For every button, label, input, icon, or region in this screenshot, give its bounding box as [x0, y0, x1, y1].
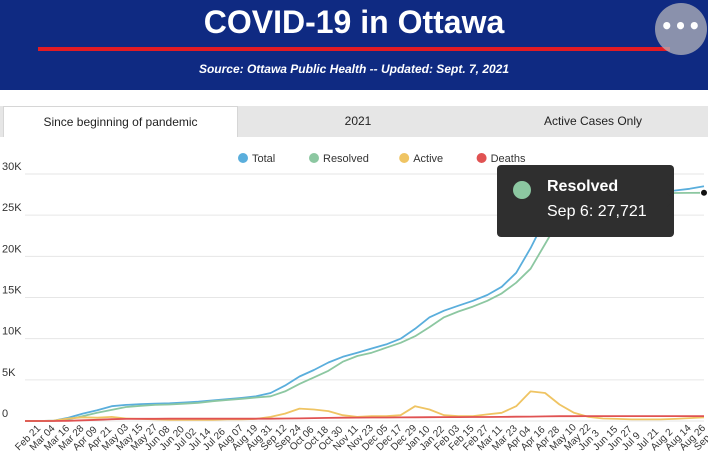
legend-marker: [238, 153, 248, 163]
more-options-button[interactable]: •••: [655, 3, 707, 55]
tooltip-series-dot: [513, 181, 531, 199]
legend-marker: [309, 153, 319, 163]
series-line: [25, 415, 704, 422]
y-tick-label: 5K: [2, 367, 16, 379]
legend-label: Deaths: [491, 153, 526, 165]
legend-marker: [476, 153, 487, 163]
y-tick-label: 30K: [2, 161, 22, 173]
y-tick-label: 15K: [2, 285, 22, 297]
tooltip-value: Sep 6: 27,721: [547, 203, 647, 220]
more-horizontal-icon: •••: [660, 14, 702, 38]
tab-active-cases-only[interactable]: Active Cases Only: [543, 114, 643, 128]
y-tick-label: 0: [2, 408, 8, 420]
y-tick-label: 10K: [2, 326, 22, 338]
legend-label: Total: [252, 153, 275, 165]
page-title: COVID-19 in Ottawa: [203, 4, 505, 40]
chart-tabs: Since beginning of pandemic 2021 Active …: [0, 106, 708, 137]
legend-label: Resolved: [323, 153, 369, 165]
title-underline: [38, 47, 670, 51]
legend-marker: [399, 153, 410, 163]
highlight-point: [700, 188, 708, 197]
covid-line-chart: 0 5K 10K 15K 20K 25K 30K Total Resolved Active Dea…: [2, 153, 708, 453]
y-tick-label: 25K: [2, 202, 22, 214]
tab-2021[interactable]: 2021: [344, 114, 372, 128]
source-subtitle: Source: Ottawa Public Health -- Updated:…: [198, 62, 510, 76]
tab-since-beginning[interactable]: Since beginning of pandemic: [3, 106, 238, 137]
tooltip-series-name: Resolved: [547, 178, 619, 195]
tooltip-arrow: [667, 193, 674, 207]
legend-label: Active: [413, 153, 443, 165]
chart-tooltip: Resolved Sep 6: 27,721: [497, 165, 674, 237]
y-tick-label: 20K: [2, 243, 22, 255]
header-banner: COVID-19 in Ottawa Source: Ottawa Public…: [0, 0, 708, 90]
